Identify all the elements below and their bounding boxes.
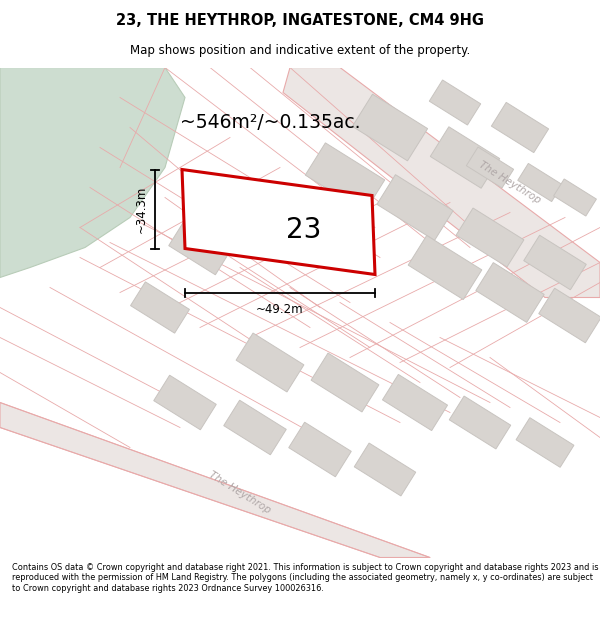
Text: 23, THE HEYTHROP, INGATESTONE, CM4 9HG: 23, THE HEYTHROP, INGATESTONE, CM4 9HG	[116, 12, 484, 28]
Polygon shape	[449, 396, 511, 449]
Polygon shape	[524, 235, 586, 290]
Polygon shape	[0, 68, 185, 278]
Polygon shape	[430, 127, 500, 188]
Polygon shape	[377, 174, 453, 241]
Polygon shape	[516, 418, 574, 468]
Polygon shape	[491, 102, 548, 152]
Polygon shape	[456, 208, 524, 267]
Polygon shape	[182, 169, 375, 274]
Polygon shape	[224, 400, 286, 455]
Polygon shape	[408, 236, 482, 299]
Text: The Heythrop: The Heythrop	[477, 159, 543, 206]
Polygon shape	[352, 94, 428, 161]
Polygon shape	[429, 80, 481, 125]
Polygon shape	[311, 353, 379, 412]
Text: 23: 23	[286, 216, 321, 244]
Polygon shape	[305, 143, 385, 212]
Polygon shape	[283, 68, 600, 298]
Text: Contains OS data © Crown copyright and database right 2021. This information is : Contains OS data © Crown copyright and d…	[12, 563, 599, 592]
Text: Map shows position and indicative extent of the property.: Map shows position and indicative extent…	[130, 44, 470, 57]
Polygon shape	[169, 220, 231, 275]
Text: ~49.2m: ~49.2m	[256, 303, 304, 316]
Text: ~546m²/~0.135ac.: ~546m²/~0.135ac.	[180, 113, 360, 132]
Polygon shape	[382, 374, 448, 431]
Polygon shape	[466, 147, 514, 188]
Polygon shape	[354, 443, 416, 496]
Polygon shape	[518, 163, 562, 202]
Polygon shape	[554, 179, 596, 216]
Polygon shape	[476, 262, 544, 322]
Text: ~34.3m: ~34.3m	[134, 185, 148, 232]
Polygon shape	[539, 288, 600, 342]
Polygon shape	[154, 375, 216, 430]
Polygon shape	[289, 422, 351, 477]
Polygon shape	[131, 282, 190, 333]
Polygon shape	[236, 333, 304, 392]
Text: The Heythrop: The Heythrop	[207, 469, 273, 516]
Polygon shape	[0, 402, 430, 558]
